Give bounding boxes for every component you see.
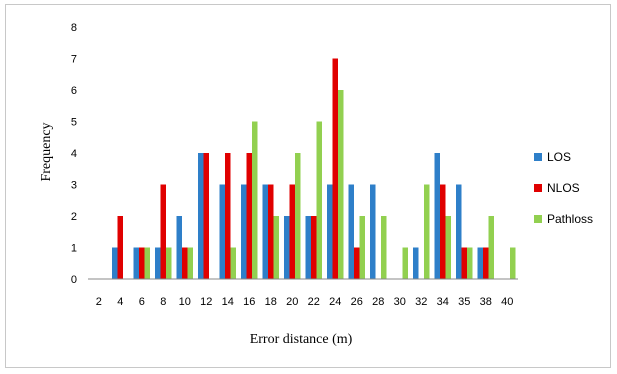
y-axis-title: Frequency <box>39 122 54 181</box>
legend-swatch-nlos <box>534 184 542 192</box>
bar-los-16 <box>241 184 247 279</box>
bar-los-18 <box>262 184 268 279</box>
bar-nlos-14 <box>225 153 231 279</box>
y-tick-label: 3 <box>71 180 77 192</box>
bar-los-34 <box>434 153 440 279</box>
x-tick-label: 16 <box>243 296 255 308</box>
bar-nlos-16 <box>246 153 252 279</box>
bar-pathloss-40 <box>510 247 516 279</box>
x-tick-label: 14 <box>222 296 234 308</box>
y-tick-label: 7 <box>71 54 77 66</box>
bar-nlos-12 <box>203 153 209 279</box>
legend-swatch-pathloss <box>534 215 542 223</box>
x-axis-title: Error distance (m) <box>250 332 353 347</box>
x-tick-label: 10 <box>179 296 191 308</box>
bar-nlos-4 <box>117 216 123 279</box>
bar-nlos-10 <box>182 247 188 279</box>
x-tick-label: 20 <box>286 296 298 308</box>
x-tick-label: 38 <box>480 296 492 308</box>
bar-nlos-35 <box>461 247 467 279</box>
bar-los-38 <box>477 247 483 279</box>
x-tick-label: 6 <box>139 296 145 308</box>
bar-nlos-8 <box>160 184 166 279</box>
bar-los-32 <box>413 247 419 279</box>
bars <box>112 58 516 279</box>
x-tick-label: 18 <box>265 296 277 308</box>
bar-pathloss-32 <box>424 184 430 279</box>
legend-label-nlos: NLOS <box>547 181 580 195</box>
y-tick-label: 4 <box>71 148 77 160</box>
x-tick-label: 4 <box>117 296 123 308</box>
y-tick-label: 6 <box>71 85 77 97</box>
bar-nlos-38 <box>483 247 489 279</box>
bar-pathloss-34 <box>445 216 451 279</box>
legend-label-los: LOS <box>547 150 571 164</box>
bar-pathloss-26 <box>359 216 365 279</box>
x-tick-label: 30 <box>394 296 406 308</box>
bar-los-10 <box>176 216 182 279</box>
x-tick-label: 8 <box>160 296 166 308</box>
y-tick-label: 0 <box>71 274 77 286</box>
bar-los-6 <box>133 247 139 279</box>
bar-los-22 <box>305 216 311 279</box>
x-tick-label: 35 <box>458 296 470 308</box>
bar-pathloss-38 <box>488 216 494 279</box>
y-axis-ticks: 0 1 2 3 4 5 6 7 8 <box>71 22 77 286</box>
x-tick-label: 32 <box>415 296 427 308</box>
bar-nlos-26 <box>354 247 360 279</box>
bar-nlos-20 <box>289 184 295 279</box>
bar-nlos-24 <box>332 58 338 279</box>
bar-pathloss-16 <box>252 121 258 279</box>
bar-los-20 <box>284 216 290 279</box>
y-tick-label: 8 <box>71 22 77 34</box>
legend: LOS NLOS Pathloss <box>534 150 593 226</box>
bar-los-35 <box>456 184 462 279</box>
x-tick-label: 28 <box>372 296 384 308</box>
bar-los-14 <box>219 184 225 279</box>
bar-pathloss-22 <box>316 121 322 279</box>
bar-nlos-34 <box>440 184 446 279</box>
bar-pathloss-28 <box>381 216 387 279</box>
bar-pathloss-8 <box>166 247 172 279</box>
chart-frame <box>5 4 611 368</box>
bar-los-24 <box>327 184 333 279</box>
legend-label-pathloss: Pathloss <box>547 212 593 226</box>
y-tick-label: 1 <box>71 243 77 255</box>
bar-pathloss-10 <box>187 247 193 279</box>
x-tick-label: 24 <box>329 296 341 308</box>
bar-pathloss-20 <box>295 153 301 279</box>
bar-pathloss-35 <box>467 247 473 279</box>
bar-los-28 <box>370 184 376 279</box>
x-tick-label: 12 <box>200 296 212 308</box>
y-tick-label: 5 <box>71 117 77 129</box>
x-tick-label: 26 <box>351 296 363 308</box>
bar-nlos-6 <box>139 247 145 279</box>
bar-pathloss-24 <box>338 90 344 279</box>
bar-los-4 <box>112 247 118 279</box>
bar-pathloss-6 <box>144 247 150 279</box>
legend-swatch-los <box>534 153 542 161</box>
bar-nlos-18 <box>268 184 274 279</box>
bar-pathloss-18 <box>273 216 279 279</box>
x-tick-label: 34 <box>437 296 449 308</box>
bar-pathloss-14 <box>230 247 236 279</box>
bar-los-26 <box>348 184 354 279</box>
bar-los-8 <box>155 247 161 279</box>
x-tick-label: 2 <box>96 296 102 308</box>
y-tick-label: 2 <box>71 211 77 223</box>
bar-nlos-22 <box>311 216 317 279</box>
bar-pathloss-30 <box>402 247 408 279</box>
x-tick-label: 22 <box>308 296 320 308</box>
bar-los-12 <box>198 153 204 279</box>
x-tick-label: 40 <box>501 296 513 308</box>
x-axis-ticks: 2 4 6 8 10 12 14 16 18 20 22 24 26 28 30 32 34 35 38 40 <box>96 296 514 308</box>
